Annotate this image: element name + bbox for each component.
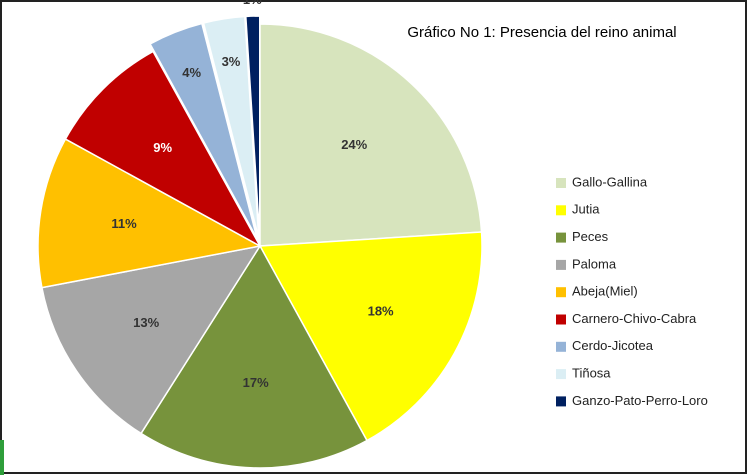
data-label: 11% [111,216,137,231]
legend-swatch [556,205,566,215]
data-label: 9% [153,140,172,155]
legend-swatch [556,315,566,325]
chart-title: Gráfico No 1: Presencia del reino animal [407,24,676,41]
edge-strip [0,440,4,475]
data-label: 13% [133,315,159,330]
data-label: 3% [222,54,241,69]
data-label: 4% [182,65,201,80]
page: Gráfico No 1: Presencia del reino animal… [0,0,748,475]
legend-label: Tiñosa [572,366,611,381]
data-label: 1% [243,0,262,7]
legend-swatch [556,287,566,297]
legend-swatch [556,260,566,270]
legend-label: Ganzo-Pato-Perro-Loro [572,393,708,408]
legend-label: Abeja(Miel) [572,284,638,299]
data-label: 18% [368,304,394,319]
legend-label: Jutia [572,202,600,217]
data-label: 24% [341,137,367,152]
legend-label: Gallo-Gallina [572,174,648,189]
legend-label: Cerdo-Jicotea [572,338,654,353]
legend-swatch [556,342,566,352]
legend-swatch [556,233,566,243]
legend-label: Carnero-Chivo-Cabra [572,311,697,326]
legend-label: Peces [572,229,609,244]
chart: Gráfico No 1: Presencia del reino animal… [0,0,748,475]
legend-swatch [556,369,566,379]
legend-label: Paloma [572,256,617,271]
legend-swatch [556,396,566,406]
data-label: 17% [243,375,269,390]
legend-swatch [556,178,566,188]
